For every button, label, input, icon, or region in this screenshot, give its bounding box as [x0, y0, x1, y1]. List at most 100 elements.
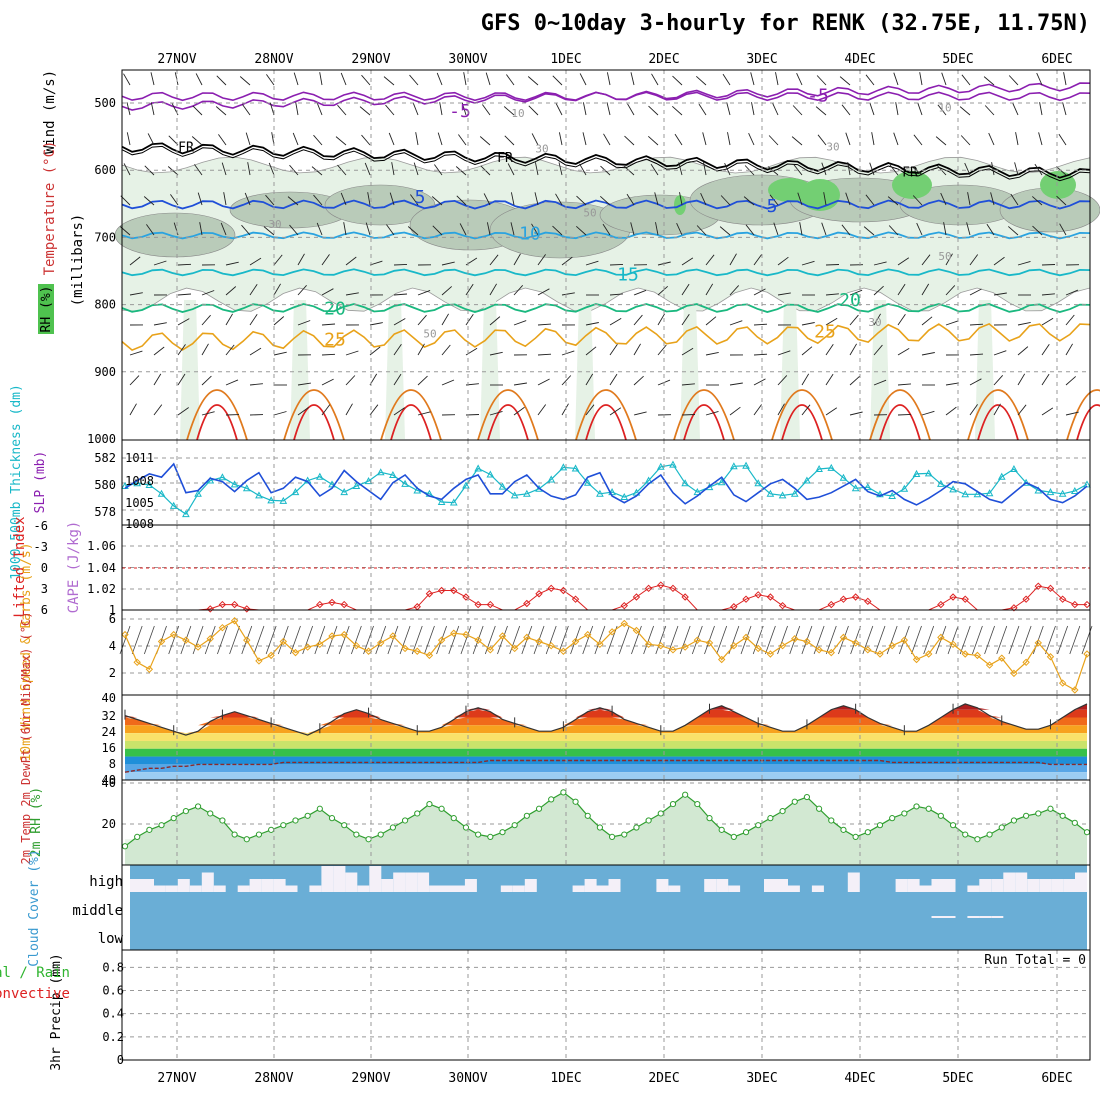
rh-point-8	[220, 818, 225, 823]
cloud-high-19	[357, 886, 369, 893]
barb-6-11	[394, 264, 407, 265]
precip-tick-0: 0.8	[102, 960, 124, 974]
cloud-mid-72	[991, 916, 1003, 918]
contour-label-fr2: FR	[497, 151, 513, 166]
label-cloud: Cloud Cover (%)	[27, 849, 42, 966]
cloud-level-high: high	[89, 874, 123, 890]
rh-point-46	[683, 792, 688, 797]
precip-tick-2: 0.4	[102, 1007, 124, 1021]
pressure-tick-600: 600	[94, 163, 116, 177]
rh-point-1	[135, 834, 140, 839]
rh-point-36	[561, 790, 566, 795]
barb-6-29	[826, 265, 839, 266]
date-bottom-27NOV: 27NOV	[157, 1071, 196, 1086]
cloud-high-1	[142, 879, 154, 892]
slp-tick-3: 1008	[125, 517, 154, 531]
cloud-high-55	[788, 886, 800, 893]
rh-point-13	[281, 823, 286, 828]
cloud-high-11	[262, 879, 274, 892]
cloud-high-17	[333, 866, 345, 892]
temp-tick-4: 8	[109, 757, 116, 771]
rh-point-25	[427, 801, 432, 806]
label-rh2m: 2m RH (%)	[29, 787, 44, 857]
rh-point-65	[914, 804, 919, 809]
contour-label-rh10b: 10	[938, 102, 951, 115]
date-top-1DEC: 1DEC	[550, 52, 581, 67]
cape-tick-0: 1.06	[87, 539, 116, 553]
contour-label-fr3: FR	[902, 166, 918, 181]
cloud-high-12	[274, 879, 286, 892]
rh-point-52	[756, 823, 761, 828]
cloud-high-9	[238, 886, 250, 893]
cloud-high-13	[286, 886, 298, 893]
cloud-high-73	[1003, 873, 1015, 893]
cloud-high-21	[381, 879, 393, 892]
cloud-mid-71	[979, 916, 991, 918]
barb-11-32	[898, 414, 911, 415]
rh-point-21	[378, 832, 383, 837]
rh-point-10	[244, 837, 249, 842]
temp-band-6	[125, 741, 1087, 749]
cloud-high-38	[585, 879, 597, 892]
cloud-high-7	[214, 886, 226, 893]
rh-point-50	[731, 834, 736, 839]
rh-point-31	[500, 830, 505, 835]
rh-point-78	[1072, 820, 1077, 825]
li-tick-0: 6	[41, 603, 48, 617]
rh-point-3	[159, 823, 164, 828]
wind-tick-0: 6	[109, 612, 116, 626]
date-bottom-30NOV: 30NOV	[448, 1071, 487, 1086]
cloud-high-54	[776, 879, 788, 892]
label-slp: SLP (mb)	[33, 451, 48, 514]
barb-6-38	[1042, 265, 1055, 266]
rh-point-76	[1048, 806, 1053, 811]
rh-point-17	[329, 816, 334, 821]
cloud-high-40	[609, 879, 621, 892]
cloud-high-6	[202, 873, 214, 893]
cloud-high-77	[1051, 879, 1063, 892]
rh-point-16	[317, 806, 322, 811]
cloud-high-4	[178, 879, 190, 892]
rh-point-37	[573, 799, 578, 804]
precip-tick-1: 0.6	[102, 984, 124, 998]
label-temp: Temperature (°C)	[42, 141, 58, 276]
rh-point-48	[707, 816, 712, 821]
wind-tick-1: 4	[109, 639, 116, 653]
li-tick-3: -3	[34, 540, 48, 554]
rh-point-45	[670, 801, 675, 806]
rh-point-74	[1024, 813, 1029, 818]
date-bottom-6DEC: 6DEC	[1041, 1071, 1072, 1086]
rh-point-9	[232, 832, 237, 837]
rh-point-0	[122, 844, 127, 849]
li-tick-2: 0	[41, 561, 48, 575]
cloud-high-60	[848, 873, 860, 893]
label-cape: CAPE (J/kg)	[66, 521, 82, 614]
rh-point-32	[512, 823, 517, 828]
date-bottom-3DEC: 3DEC	[746, 1071, 777, 1086]
li-tick-1: 3	[41, 582, 48, 596]
rh-point-69	[963, 832, 968, 837]
temp-tick-3: 16	[102, 741, 116, 755]
cape-tick-2: 1.02	[87, 582, 116, 596]
cloud-high-3	[166, 886, 178, 893]
chart-title: GFS 0~10day 3-hourly for RENK (32.75E, 1…	[481, 11, 1090, 36]
cloud-high-33	[525, 879, 537, 892]
cloud-high-66	[920, 886, 932, 893]
cloud-high-78	[1063, 879, 1075, 892]
rh-point-39	[597, 825, 602, 830]
temp-band-10	[125, 772, 1087, 780]
rh-point-26	[439, 806, 444, 811]
cloud-high-26	[441, 886, 453, 893]
rh-point-23	[402, 818, 407, 823]
rh-point-72	[999, 825, 1004, 830]
rh-point-70	[975, 837, 980, 842]
date-top-2DEC: 2DEC	[648, 52, 679, 67]
barb-11-23	[682, 415, 695, 416]
contour-label-p25b: 25	[814, 321, 836, 342]
rh-point-15	[305, 813, 310, 818]
cloud-high-76	[1039, 879, 1051, 892]
rh-point-55	[792, 799, 797, 804]
rh-tick-20: 20	[102, 817, 116, 831]
rh-point-67	[938, 813, 943, 818]
